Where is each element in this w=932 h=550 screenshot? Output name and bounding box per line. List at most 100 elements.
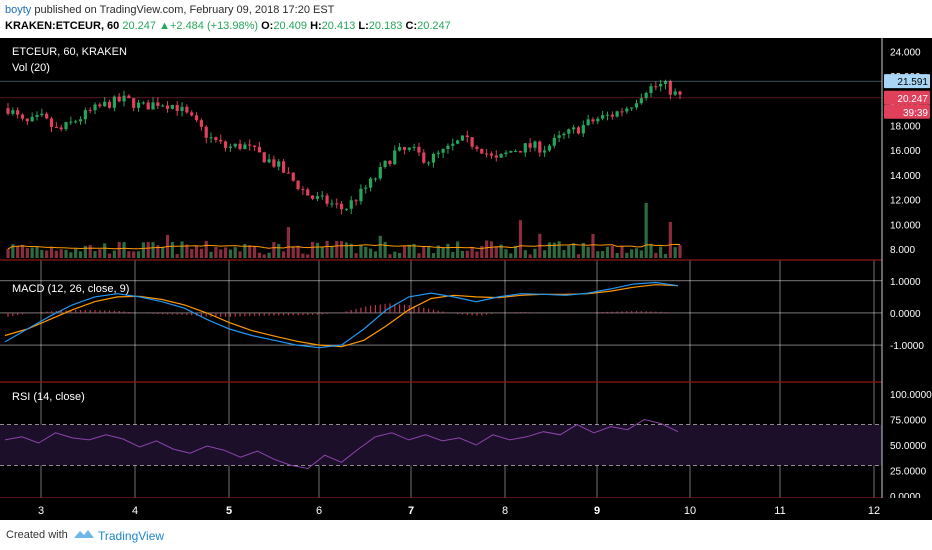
candle-body (49, 118, 54, 127)
rsi-panel[interactable]: RSI (14, close) (0, 391, 882, 470)
price-panel-bg (0, 38, 882, 260)
candle-body (620, 111, 624, 113)
volume-bar (98, 249, 102, 258)
open-value: 20.409 (273, 20, 307, 32)
time-tick-label: 12 (868, 505, 880, 517)
candle-body (25, 118, 29, 122)
volume-bar (20, 244, 25, 258)
volume-bar (630, 249, 634, 258)
volume-bar (107, 253, 112, 258)
candle-body (20, 114, 25, 119)
candle-body (417, 146, 421, 153)
candle-body (673, 91, 677, 95)
volume-bar (523, 250, 527, 258)
candle-body (383, 160, 387, 167)
volume-bar (393, 251, 397, 258)
candle-body (122, 95, 126, 102)
volume-bar (74, 248, 78, 258)
volume-bar (16, 245, 20, 258)
candle-body (663, 81, 668, 84)
volume-bar (412, 243, 416, 258)
volume-bar (335, 240, 339, 258)
volume-bar (518, 220, 523, 258)
candle-body (475, 146, 479, 149)
volume-bar (528, 254, 532, 258)
candle-body (199, 120, 203, 127)
author-link[interactable]: boyty (5, 4, 32, 16)
candle-body (596, 118, 600, 122)
ohlc-line: KRAKEN:ETCEUR, 60 20.247 ▲+2.484 (+13.98… (5, 20, 451, 32)
price-tick-label: 14.000 (890, 171, 921, 182)
candle-body (649, 86, 653, 93)
candle-body (190, 112, 194, 116)
volume-bar (373, 251, 378, 258)
volume-bar (199, 248, 203, 258)
candle-body (533, 141, 537, 148)
volume-bar (625, 252, 629, 258)
volume-bar (547, 242, 552, 258)
time-tick-label: 6 (316, 505, 322, 517)
candle-body (378, 166, 382, 179)
candle-body (233, 143, 237, 147)
candle-body (257, 146, 261, 153)
candle-body (586, 119, 590, 126)
time-axis[interactable]: 3 4 5 6 7 8 9 10 11 12 (0, 498, 932, 520)
candle-body (615, 111, 619, 117)
volume-bar (30, 247, 34, 258)
candle-body (45, 113, 49, 119)
high-label: H: (310, 20, 322, 32)
volume-label: Vol (20) (12, 62, 50, 74)
close-value: 20.247 (417, 20, 451, 32)
volume-bar (103, 243, 107, 258)
volume-bar (204, 240, 208, 258)
candle-body (562, 133, 566, 136)
candle-body (601, 115, 605, 119)
macd-line (4, 281, 679, 349)
price-tag-box (884, 74, 930, 89)
volume-bar (460, 250, 465, 258)
volume-bar (175, 254, 179, 258)
candle-body (557, 135, 561, 138)
volume-bar (315, 242, 320, 258)
candle-body (625, 108, 629, 112)
chart-canvas[interactable]: ETCEUR, 60, KRAKEN Vol (20) MACD (12, 26… (0, 38, 932, 520)
candle-body (668, 81, 672, 95)
price-tick-label: 8.000 (890, 245, 915, 256)
volume-bar (470, 246, 474, 258)
time-axis-bg (0, 498, 932, 520)
volume-bar (475, 251, 479, 258)
candle-body (499, 154, 503, 158)
volume-bar (456, 241, 460, 258)
candle-body (35, 115, 39, 117)
volume-bar (605, 246, 610, 258)
volume-bar (359, 244, 363, 258)
volume-bar (136, 251, 141, 258)
candle-body (64, 122, 68, 130)
candle-body (223, 141, 228, 148)
volume-bar (668, 221, 672, 258)
time-tick-label: 5 (226, 505, 232, 517)
tradingview-brand-link[interactable]: TradingView (98, 529, 165, 543)
volume-bar (678, 245, 682, 258)
macd-histogram (7, 303, 676, 317)
high-value: 20.413 (321, 20, 356, 32)
volume-bar (378, 235, 382, 258)
candle-body (460, 135, 465, 141)
macd-panel[interactable]: MACD (12, 26, close, 9) (4, 281, 680, 349)
volume-bar (209, 251, 213, 258)
candle-body (610, 114, 614, 117)
volume-bar (591, 233, 595, 258)
volume-bar (127, 251, 131, 258)
volume-bar (45, 250, 49, 258)
volume-bar (190, 248, 194, 258)
volume-bar (349, 243, 353, 258)
price-panel[interactable]: ETCEUR, 60, KRAKEN Vol (20) (0, 38, 882, 260)
candle-body (69, 121, 73, 123)
rsi-tick-label: 25.0000 (890, 467, 927, 478)
volume-bar (644, 203, 648, 258)
price-panel-title: ETCEUR, 60, KRAKEN (12, 46, 127, 58)
price-tag-box (884, 104, 930, 119)
candle-body (465, 135, 469, 138)
up-arrow-icon: ▲ (159, 20, 170, 32)
candle-body (514, 151, 518, 153)
